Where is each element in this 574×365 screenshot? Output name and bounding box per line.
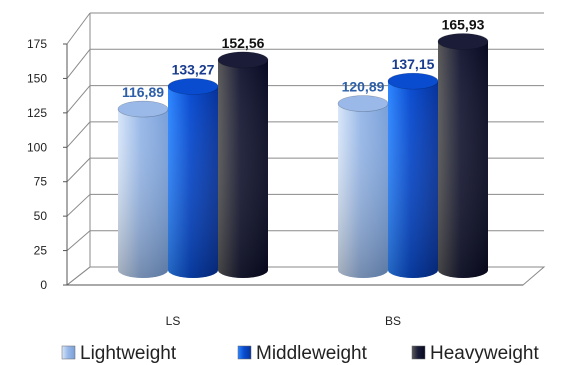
data-labels: 116,89 133,27 152,56 120,89 137,15 165,93	[122, 16, 485, 100]
bars	[117, 33, 489, 279]
y-tick-label: 75	[34, 175, 48, 189]
y-axis: 0 25 50 75 100 125 150 175	[27, 37, 523, 292]
gridline-diagonal	[66, 230, 91, 251]
data-label: 152,56	[222, 35, 265, 51]
gridline-diagonal	[66, 157, 91, 183]
legend-label: Middleweight	[256, 343, 368, 364]
x-tick-label: BS	[385, 314, 401, 328]
bar-middleweight-ls	[167, 78, 219, 278]
data-label: 133,27	[172, 61, 215, 77]
x-tick-label: LS	[166, 314, 181, 328]
legend-label: Heavyweight	[430, 343, 539, 364]
data-label: 120,89	[342, 79, 385, 95]
gridline-diagonal	[66, 121, 91, 148]
data-label: 137,15	[392, 56, 435, 72]
gridline-diagonal	[66, 85, 91, 114]
bar-cap	[117, 100, 169, 118]
gridline-diagonal	[66, 48, 91, 79]
legend-item-middleweight: Middleweight	[237, 343, 368, 364]
bar-heavyweight-ls	[217, 51, 269, 278]
y-tick-label: 0	[40, 278, 47, 292]
gridline-diagonal	[66, 12, 91, 45]
legend-swatch	[61, 345, 76, 360]
bar-cap	[217, 51, 269, 69]
bar-shade	[118, 109, 168, 278]
data-label: 165,93	[442, 16, 485, 32]
legend-item-heavyweight: Heavyweight	[411, 343, 539, 364]
data-label: 116,89	[122, 84, 164, 100]
bar-lightweight-ls	[117, 100, 169, 278]
bar-heavyweight-bs	[437, 33, 489, 278]
bar-cap	[437, 33, 489, 50]
legend-swatch	[411, 345, 426, 360]
y-tick-label: 100	[27, 140, 47, 154]
bar-shade	[218, 59, 268, 278]
bar-shade	[338, 103, 388, 278]
legend-item-lightweight: Lightweight	[61, 343, 177, 364]
bar-cap	[337, 95, 389, 112]
y-tick-label: 50	[34, 209, 48, 223]
y-tick-label: 150	[27, 71, 47, 85]
bar-shade	[168, 86, 218, 278]
bar-cap	[387, 72, 439, 90]
legend: Lightweight Middleweight Heavyweight	[61, 343, 539, 364]
x-axis: LS BS	[166, 314, 401, 328]
bar-cap	[167, 78, 219, 95]
legend-label: Lightweight	[80, 343, 177, 364]
bar-lightweight-bs	[337, 95, 389, 278]
y-tick-label: 125	[27, 106, 47, 120]
bar-shade	[388, 81, 438, 279]
legend-swatch	[237, 345, 252, 360]
gridline-diagonal	[66, 194, 91, 217]
y-tick-label: 175	[27, 37, 47, 51]
bar-shade	[438, 41, 488, 278]
bar-middleweight-bs	[387, 72, 439, 279]
y-tick-label: 25	[34, 244, 48, 258]
